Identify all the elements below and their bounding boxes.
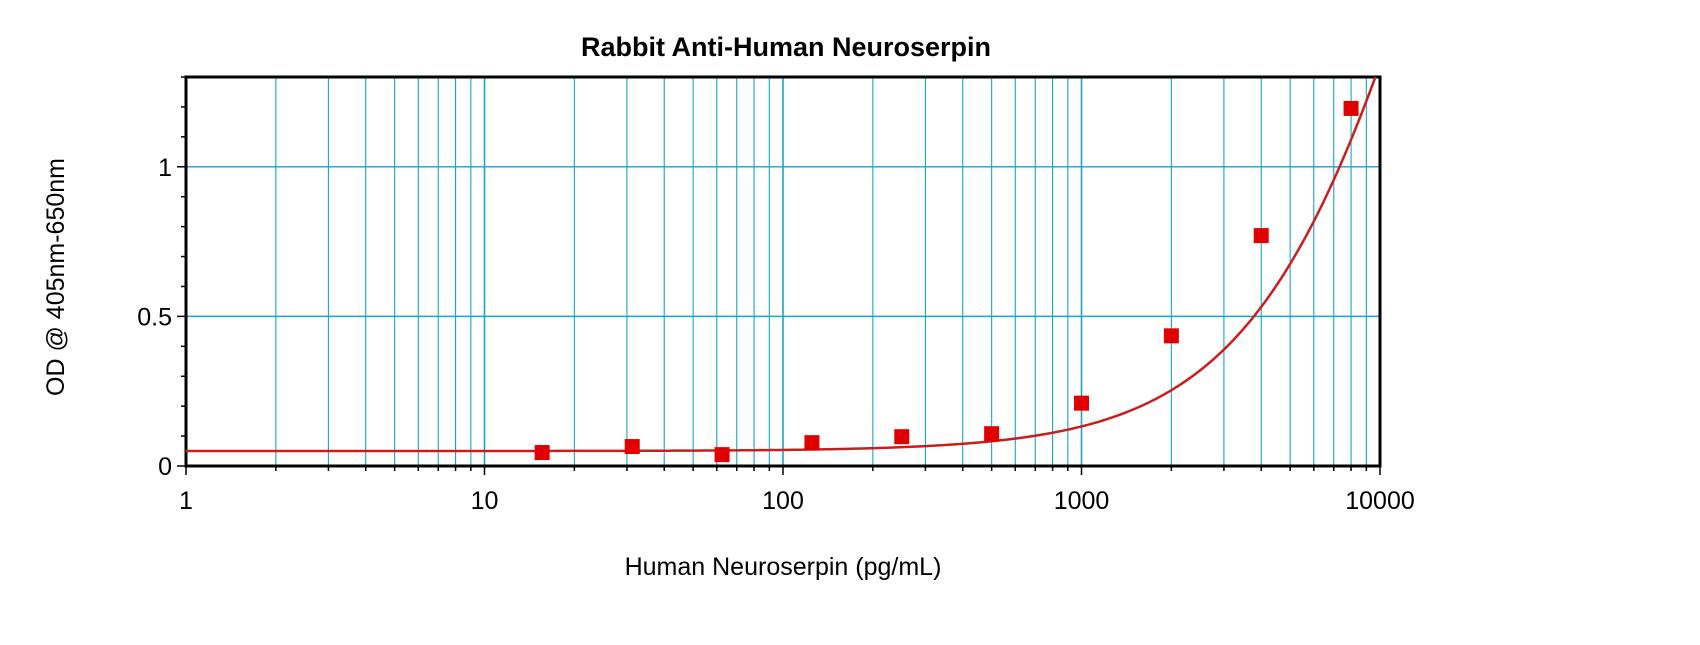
x-axis-label: Human Neuroserpin (pg/mL) (625, 553, 942, 581)
data-point (534, 445, 550, 461)
data-point (714, 447, 730, 463)
y-tick-label: 0.5 (137, 303, 172, 331)
fit-curve (186, 76, 1377, 453)
data-point (984, 426, 1000, 442)
x-tick-label: 1 (179, 487, 193, 515)
data-point (624, 439, 640, 455)
x-tick-label: 1000 (1054, 487, 1110, 515)
chart-title: Rabbit Anti-Human Neuroserpin (581, 32, 991, 62)
data-point (1074, 395, 1089, 411)
data-point (1163, 328, 1179, 344)
data-points (534, 100, 1359, 463)
x-tick-label: 10 (471, 487, 499, 515)
data-point (894, 429, 910, 445)
x-tick-label: 100 (762, 487, 804, 515)
y-axis-label: OD @ 405nm-650nm (42, 158, 70, 396)
x-axis-ticks: 1 10 100 1000 10000 (179, 466, 1415, 515)
y-axis-ticks: 00.51 (137, 154, 186, 481)
data-point (804, 435, 820, 451)
y-tick-label: 0 (158, 453, 172, 481)
grid (186, 77, 1380, 466)
x-tick-label: 10000 (1345, 487, 1415, 515)
data-point (1343, 100, 1359, 116)
data-point (1253, 228, 1269, 244)
y-tick-label: 1 (158, 154, 172, 182)
